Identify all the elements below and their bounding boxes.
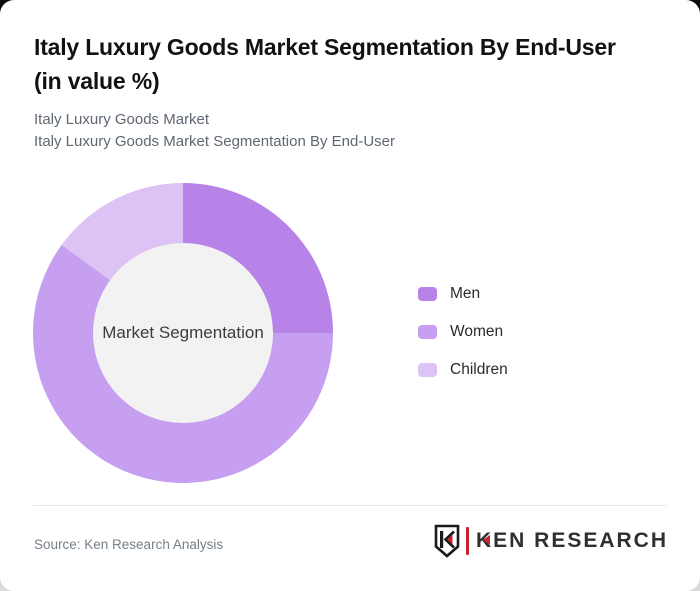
chart-legend: Men Women Children bbox=[418, 285, 508, 401]
page-title-line-2: (in value %) bbox=[34, 68, 160, 94]
footer-divider bbox=[33, 505, 667, 506]
ken-research-logo: K EN RESEARCH bbox=[434, 524, 668, 558]
legend-swatch bbox=[418, 363, 437, 377]
legend-item-children[interactable]: Children bbox=[418, 361, 508, 378]
logo-wordmark-k: K bbox=[475, 529, 494, 552]
logo-wordmark-rest: EN RESEARCH bbox=[493, 529, 668, 552]
chart-subtitle: Italy Luxury Goods Market Italy Luxury G… bbox=[34, 109, 395, 153]
legend-item-women[interactable]: Women bbox=[418, 323, 508, 340]
donut-chart: Market Segmentation bbox=[33, 183, 333, 483]
logo-divider-bar bbox=[465, 527, 469, 555]
chart-subtitle-line-1: Italy Luxury Goods Market bbox=[34, 111, 210, 128]
donut-svg bbox=[33, 183, 333, 483]
legend-swatch bbox=[418, 325, 437, 339]
page-title-line-1: Italy Luxury Goods Market Segmentation B… bbox=[34, 34, 616, 60]
legend-item-men[interactable]: Men bbox=[418, 285, 508, 302]
chart-subtitle-line-2: Italy Luxury Goods Market Segmentation B… bbox=[34, 133, 395, 150]
source-text: Source: Ken Research Analysis bbox=[34, 537, 224, 552]
legend-swatch bbox=[418, 287, 437, 301]
ken-research-shield-icon bbox=[434, 524, 460, 558]
donut-hole bbox=[93, 243, 273, 423]
page-title: Italy Luxury Goods Market Segmentation B… bbox=[34, 30, 616, 98]
legend-label: Men bbox=[450, 285, 481, 302]
logo-wordmark: K EN RESEARCH bbox=[476, 529, 668, 553]
legend-label: Children bbox=[450, 361, 508, 378]
logo-red-arrow-icon bbox=[482, 535, 490, 545]
legend-label: Women bbox=[450, 323, 504, 340]
